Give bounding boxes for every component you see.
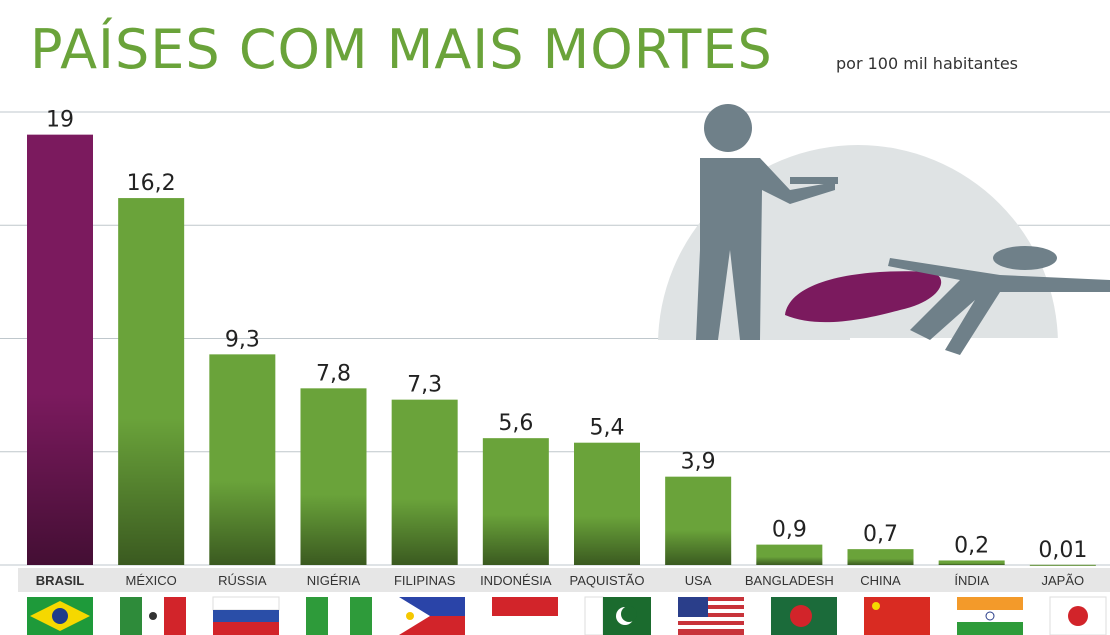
bar-shade — [118, 198, 185, 565]
value-label: 0,7 — [863, 522, 898, 547]
x-tick-label: NIGÉRIA — [307, 573, 361, 588]
chart-subtitle: por 100 mil habitantes — [836, 54, 1018, 73]
bar-shade — [847, 549, 914, 565]
illustration — [658, 104, 1110, 355]
category-strip — [18, 568, 1110, 592]
value-label: 0,9 — [772, 518, 807, 543]
bar-shade — [27, 134, 93, 565]
bar-shade — [756, 544, 823, 565]
bar-shade — [938, 560, 1005, 565]
x-tick-label: BRASIL — [36, 573, 84, 588]
x-tick-label: PAQUISTÃO — [570, 573, 645, 588]
chart-title: PAÍSES COM MAIS MORTES — [30, 18, 773, 81]
value-label: 5,4 — [590, 416, 625, 441]
value-label: 0,2 — [954, 533, 989, 558]
bar-shade — [482, 438, 549, 565]
value-label: 7,3 — [407, 373, 442, 398]
value-label: 16,2 — [127, 171, 176, 196]
value-label: 7,8 — [316, 361, 351, 386]
value-label: 0,01 — [1038, 538, 1087, 563]
flags — [27, 596, 1107, 635]
bar-shade — [209, 354, 276, 565]
x-tick-label: CHINA — [860, 573, 901, 588]
value-label: 19 — [46, 108, 74, 133]
value-label: 3,9 — [681, 450, 716, 475]
x-tick-label: JAPÃO — [1042, 573, 1085, 588]
x-tick-label: USA — [685, 573, 712, 588]
x-tick-label: FILIPINAS — [394, 573, 456, 588]
bar-shade — [300, 388, 367, 565]
value-label: 9,3 — [225, 327, 260, 352]
bar-shade — [574, 442, 640, 565]
x-tick-label: RÚSSIA — [218, 573, 267, 588]
x-tick-label: BANGLADESH — [745, 573, 834, 588]
bar-shade — [391, 399, 458, 565]
x-tick-label: MÉXICO — [126, 573, 177, 588]
x-tick-label: ÍNDIA — [954, 573, 989, 588]
bar-shade — [665, 476, 732, 565]
x-tick-label: INDONÉSIA — [480, 573, 552, 588]
bar-shade — [1029, 564, 1096, 566]
value-label: 5,6 — [498, 411, 533, 436]
